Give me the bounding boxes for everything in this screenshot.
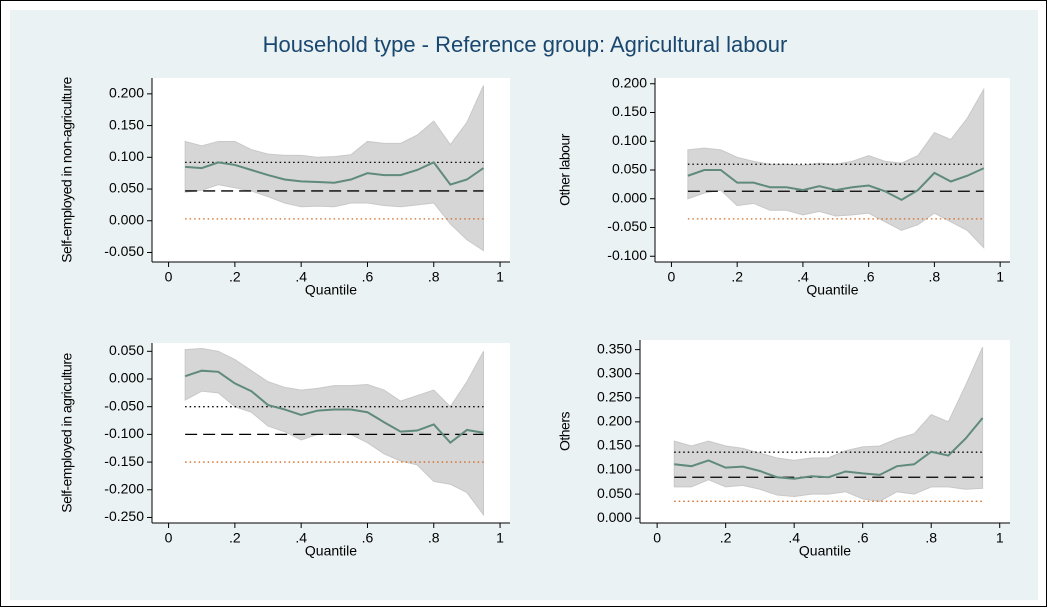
x-tick-label: .4 xyxy=(295,269,307,285)
y-tick-label: 0.150 xyxy=(109,116,144,132)
confidence-band xyxy=(184,85,484,252)
estimate-line xyxy=(184,369,484,445)
y-tick-label: 0.000 xyxy=(612,189,647,205)
y-tick-label: 0.350 xyxy=(597,340,632,356)
x-tick-label: .8 xyxy=(428,269,440,285)
x-tick-label: .4 xyxy=(295,530,307,546)
x-tick-label: .4 xyxy=(788,530,800,546)
x-tick-label: .8 xyxy=(929,269,941,285)
y-tick-label: 0.000 xyxy=(109,370,144,386)
x-axis-label: Quantile xyxy=(806,282,858,298)
y-tick-label: -0.250 xyxy=(104,508,144,524)
confidence-band xyxy=(673,347,984,502)
y-tick-label: 0.200 xyxy=(109,85,144,101)
x-axis-label: Quantile xyxy=(305,282,357,298)
x-tick-label: 0 xyxy=(653,530,661,546)
x-tick-label: .8 xyxy=(428,530,440,546)
estimate-line xyxy=(687,167,985,202)
y-tick-label: 0.000 xyxy=(597,509,632,525)
y-tick-label: 0.000 xyxy=(109,211,144,227)
y-tick-label: -0.100 xyxy=(104,425,144,441)
x-tick-label: 1 xyxy=(496,269,504,285)
y-tick-label: -0.100 xyxy=(607,247,647,263)
y-tick-label: 0.050 xyxy=(612,161,647,177)
x-tick-label: .2 xyxy=(229,530,241,546)
x-tick-label: .8 xyxy=(925,530,937,546)
x-tick-label: 0 xyxy=(165,269,173,285)
figure-title: Household type - Reference group: Agricu… xyxy=(263,32,788,57)
y-tick-label: 0.200 xyxy=(612,74,647,90)
y-tick-label: 0.050 xyxy=(109,342,144,358)
x-tick-label: 1 xyxy=(496,530,504,546)
y-tick-label: 0.100 xyxy=(109,148,144,164)
y-tick-label: 0.050 xyxy=(597,485,632,501)
x-tick-label: .2 xyxy=(229,269,241,285)
estimate-line xyxy=(674,417,984,480)
y-axis-label: Self-employed in agriculture xyxy=(59,353,75,513)
y-axis-label: Others xyxy=(557,411,573,451)
y-tick-label: 0.150 xyxy=(612,103,647,119)
x-tick-label: .4 xyxy=(797,269,809,285)
y-tick-label: -0.050 xyxy=(607,218,647,234)
y-tick-label: 0.300 xyxy=(597,364,632,380)
x-tick-label: 0 xyxy=(668,269,676,285)
y-axis-label: Self-employed in non-agriculture xyxy=(59,77,75,263)
y-axis-label: Other labour xyxy=(557,133,573,206)
x-tick-label: 1 xyxy=(996,530,1004,546)
y-tick-label: -0.050 xyxy=(104,397,144,413)
x-tick-label: .6 xyxy=(362,530,374,546)
y-tick-label: 0.100 xyxy=(597,461,632,477)
y-tick-label: -0.050 xyxy=(104,243,144,259)
y-tick-label: 0.250 xyxy=(597,388,632,404)
x-tick-label: 0 xyxy=(165,530,173,546)
y-tick-label: 0.200 xyxy=(597,413,632,429)
y-tick-label: 0.100 xyxy=(612,132,647,148)
x-tick-label: .2 xyxy=(731,269,743,285)
x-tick-label: .6 xyxy=(863,269,875,285)
x-axis-label: Quantile xyxy=(305,543,357,559)
x-tick-label: 1 xyxy=(996,269,1004,285)
estimate-line xyxy=(185,161,485,186)
x-tick-label: .6 xyxy=(857,530,869,546)
confidence-band xyxy=(184,348,484,517)
x-axis-label: Quantile xyxy=(799,543,851,559)
x-tick-label: .6 xyxy=(362,269,374,285)
y-tick-label: 0.150 xyxy=(597,437,632,453)
y-tick-label: -0.200 xyxy=(104,480,144,496)
y-tick-label: 0.050 xyxy=(109,180,144,196)
x-tick-label: .2 xyxy=(720,530,732,546)
y-tick-label: -0.150 xyxy=(104,453,144,469)
